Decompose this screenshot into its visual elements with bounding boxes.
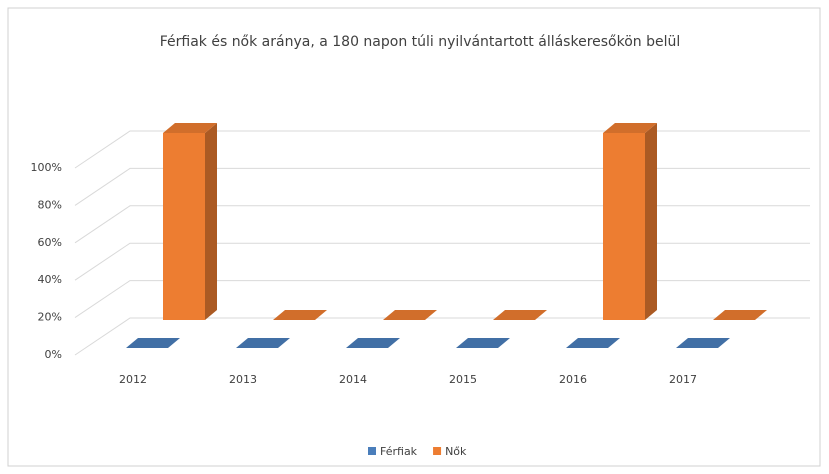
grid-line [74, 167, 810, 206]
y-tick-label: 40% [38, 273, 62, 286]
y-tick-label: 60% [38, 236, 62, 249]
grid-line [74, 130, 810, 169]
bar-top [236, 338, 290, 348]
bar-top [126, 338, 180, 348]
legend-label: Nők [445, 445, 467, 458]
y-tick-label: 20% [38, 311, 62, 324]
bar-top [346, 338, 400, 348]
bar-top [493, 310, 547, 320]
bar-side [645, 123, 657, 320]
grid-line [74, 280, 810, 319]
bar-top [713, 310, 767, 320]
legend-swatch [368, 447, 376, 455]
legend-swatch [433, 447, 442, 455]
grid-line [74, 242, 810, 281]
x-tick-label: 2013 [229, 373, 257, 386]
bar-top [603, 123, 657, 133]
y-tick-label: 0% [45, 348, 62, 361]
x-tick-label: 2015 [449, 373, 477, 386]
bar-top [163, 123, 217, 133]
bar-top [566, 338, 620, 348]
bar-front [163, 133, 205, 320]
bar-top [456, 338, 510, 348]
x-tick-label: 2014 [339, 373, 367, 386]
chart-border [7, 7, 821, 467]
bar-front [603, 133, 645, 320]
x-tick-label: 2012 [119, 373, 147, 386]
x-tick-label: 2017 [669, 373, 697, 386]
chart-title: Férfiak és nők aránya, a 180 napon túli … [160, 34, 681, 50]
y-tick-label: 100% [31, 161, 62, 174]
bar-top [273, 310, 327, 320]
grid-line [74, 205, 810, 244]
legend-label: Férfiak [380, 445, 418, 458]
y-tick-label: 80% [38, 198, 62, 211]
x-tick-label: 2016 [559, 373, 587, 386]
bar-side [205, 123, 217, 320]
grid-line [74, 317, 810, 356]
bar-top [676, 338, 730, 348]
bar-top [383, 310, 437, 320]
